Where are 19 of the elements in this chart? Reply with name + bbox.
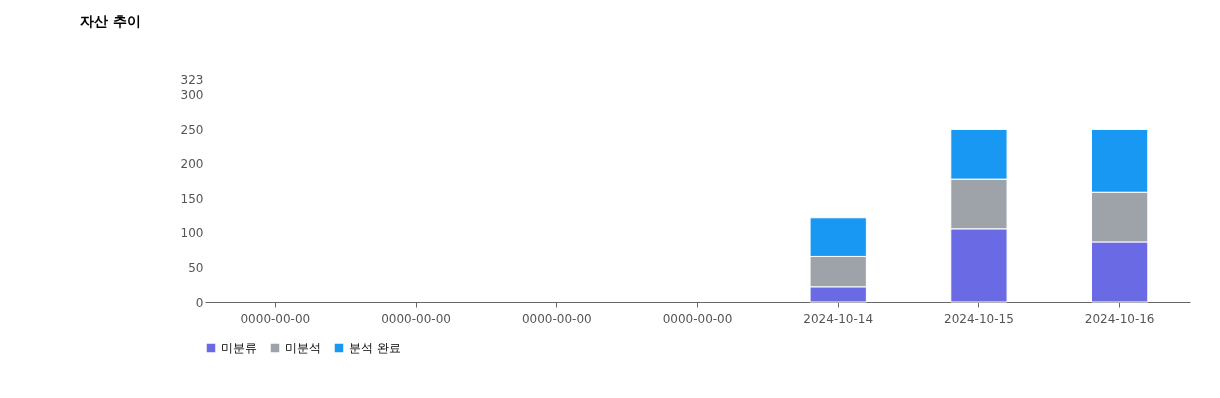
x-tick-label: 0000-00-00 (521, 311, 592, 326)
y-tick-label: 100 (180, 226, 204, 241)
y-tick-label: 200 (180, 157, 204, 172)
legend-label: 미분석 (285, 341, 321, 355)
x-tick-label: 2024-10-16 (1084, 311, 1155, 326)
y-tick-label: 300 (180, 88, 204, 103)
x-tick-label: 0000-00-00 (240, 311, 311, 326)
y-tick-label: 250 (180, 122, 204, 137)
chart-title: 자산 추이 (80, 13, 141, 29)
legend-label: 미분류 (221, 341, 257, 355)
y-tick-label: 0 (195, 295, 204, 310)
y-tick-label: 323 (180, 72, 204, 87)
x-tick-label: 2024-10-15 (944, 311, 1014, 326)
x-tick-label: 0000-00-00 (381, 311, 451, 326)
y-tick-label: 50 (188, 260, 204, 275)
x-tick-label: 0000-00-00 (662, 311, 733, 326)
x-tick-label: 2024-10-14 (803, 311, 874, 326)
y-tick-label: 150 (180, 191, 204, 206)
legend-label: 분석 완료 (349, 341, 401, 355)
